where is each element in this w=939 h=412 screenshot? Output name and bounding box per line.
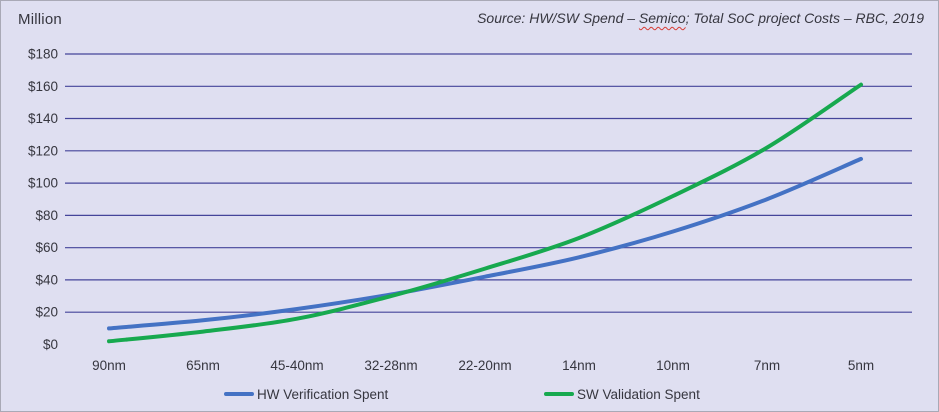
source-note-flagged-word: Semico [638,10,686,26]
source-note-suffix: ; Total SoC project Costs – RBC, 2019 [685,10,924,26]
source-note: Source: HW/SW Spend – Semico; Total SoC … [477,10,924,26]
legend-label-hw: HW Verification Spent [257,386,389,402]
series-line-sw-validation-spent [107,82,863,344]
legend-item-sw-validation: SW Validation Spent [544,385,700,403]
x-tick-label: 7nm [754,358,780,373]
y-tick-label: $40 [35,272,58,287]
x-tick-label: 10nm [656,358,690,373]
x-tick-label: 90nm [92,358,126,373]
y-tick-label: $140 [28,111,58,126]
hw-line-swatch-icon [224,392,254,396]
y-tick-label: $120 [28,143,58,158]
x-tick-label: 45-40nm [270,358,323,373]
legend-label-sw: SW Validation Spent [577,386,700,402]
y-tick-label: $100 [28,176,58,191]
x-tick-label: 14nm [562,358,596,373]
y-tick-label: $0 [43,337,58,352]
source-note-prefix: Source: HW/SW Spend – [477,10,639,26]
y-tick-label: $80 [35,208,58,223]
series-line-hw-verification-spent [107,156,863,331]
y-tick-label: $20 [35,305,58,320]
x-tick-label: 5nm [848,358,874,373]
y-tick-label: $180 [28,47,58,62]
x-tick-label: 32-28nm [364,358,417,373]
axis-unit-label: Million [18,11,62,28]
sw-line-swatch-icon [544,392,574,396]
y-tick-label: $160 [28,79,58,94]
x-tick-label: 22-20nm [458,358,511,373]
legend-item-hw-verification: HW Verification Spent [224,385,388,403]
y-tick-label: $60 [35,240,58,255]
x-tick-label: 65nm [186,358,220,373]
